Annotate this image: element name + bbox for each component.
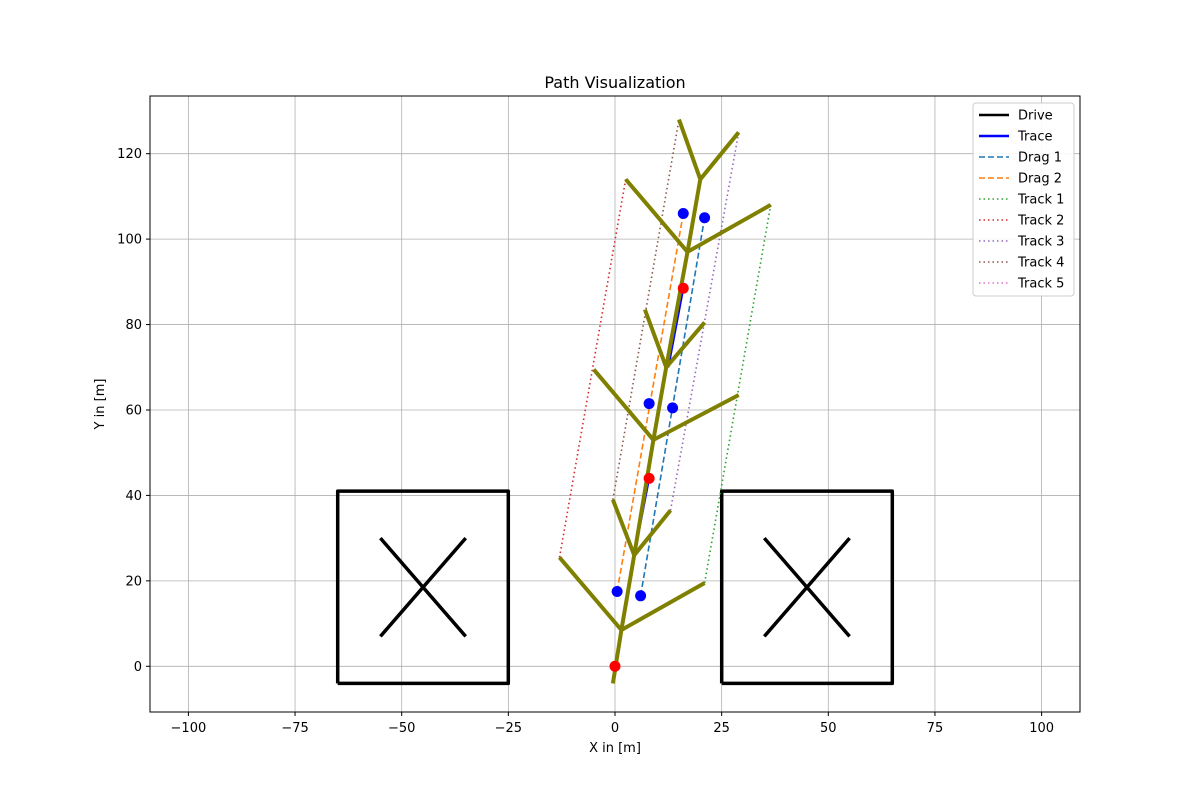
tree-branch-0 — [610, 118, 703, 684]
legend-label-drag1: Drag 1 — [1018, 151, 1062, 166]
y-tick-label-3: 60 — [125, 403, 142, 418]
tree-branch-8 — [643, 308, 669, 368]
tree-branch-4 — [611, 498, 637, 556]
tree-branch-6 — [592, 368, 655, 442]
y-tick-label-2: 40 — [125, 489, 142, 504]
y-tick-label-6: 120 — [117, 147, 142, 162]
series-line-track1-4 — [703, 204, 772, 584]
y-tick-label-4: 80 — [125, 318, 142, 333]
x-tick-label-3: −25 — [495, 721, 522, 736]
x-axis-label: X in [m] — [589, 741, 641, 756]
y-axis-label: Y in [m] — [93, 379, 108, 431]
tree-branches — [557, 118, 772, 684]
legend-label-track3: Track 3 — [1017, 235, 1064, 250]
obstacles — [335, 489, 895, 686]
tree-branch-11 — [698, 131, 741, 181]
markers — [609, 207, 711, 672]
legend-label-trace: Trace — [1017, 130, 1053, 145]
red-point-marker-2 — [677, 282, 689, 294]
blue-point-marker-5 — [699, 212, 711, 224]
legend: Drive Trace Drag 1 Drag 2 Track 1 Track 2 Trac… — [972, 102, 1075, 297]
legend-label-drive: Drive — [1018, 109, 1053, 124]
chart-title: Path Visualization — [544, 73, 685, 92]
tree-branch-1 — [620, 581, 706, 632]
series-line-track3-6 — [669, 132, 740, 511]
blue-point-marker-4 — [677, 207, 689, 219]
x-tick-label-4: 0 — [611, 721, 619, 736]
x-tick-label-5: 25 — [713, 721, 730, 736]
x-tick-label-7: 75 — [927, 721, 944, 736]
drive-obstacle-box-1 — [719, 489, 895, 686]
tree-branch-5 — [652, 393, 740, 442]
y-tick-label-5: 100 — [117, 233, 142, 248]
series-line-track2-5 — [558, 179, 627, 558]
blue-point-marker-0 — [611, 586, 623, 598]
drive-obstacle-cross-1-1 — [762, 536, 851, 638]
drive-obstacle-box-0 — [335, 489, 511, 686]
legend-label-track5: Track 5 — [1017, 277, 1064, 292]
tree-branch-7 — [664, 321, 707, 369]
legend-label-track1: Track 1 — [1017, 193, 1064, 208]
x-tick-label-6: 50 — [820, 721, 837, 736]
x-axis-ticks: −100 −75 −50 −25 0 25 50 75 100 — [171, 712, 1054, 736]
red-point-marker-1 — [643, 472, 655, 484]
legend-label-track2: Track 2 — [1017, 214, 1064, 229]
x-tick-label-0: −100 — [171, 721, 207, 736]
y-tick-label-1: 20 — [125, 574, 142, 589]
legend-label-track4: Track 4 — [1017, 256, 1064, 271]
legend-label-drag2: Drag 2 — [1018, 172, 1062, 187]
series-line-trace-1 — [667, 287, 685, 368]
tree-branch-2 — [557, 556, 623, 632]
drive-obstacle-cross-0-1 — [379, 536, 468, 638]
tree-branch-3 — [632, 509, 673, 557]
x-tick-label-2: −50 — [388, 721, 415, 736]
y-axis-ticks: 0 20 40 60 80 100 120 — [117, 147, 150, 675]
tree-branch-9 — [686, 203, 772, 254]
y-tick-label-0: 0 — [134, 660, 142, 675]
blue-point-marker-1 — [635, 590, 647, 602]
blue-point-marker-3 — [667, 402, 679, 414]
x-tick-label-8: 100 — [1029, 721, 1054, 736]
legend-box — [972, 102, 1075, 297]
series-line-track4-7 — [612, 119, 680, 500]
red-point-marker-0 — [609, 660, 621, 672]
blue-point-marker-2 — [643, 398, 655, 410]
tree-branch-10 — [624, 178, 690, 254]
x-tick-label-1: −75 — [281, 721, 308, 736]
